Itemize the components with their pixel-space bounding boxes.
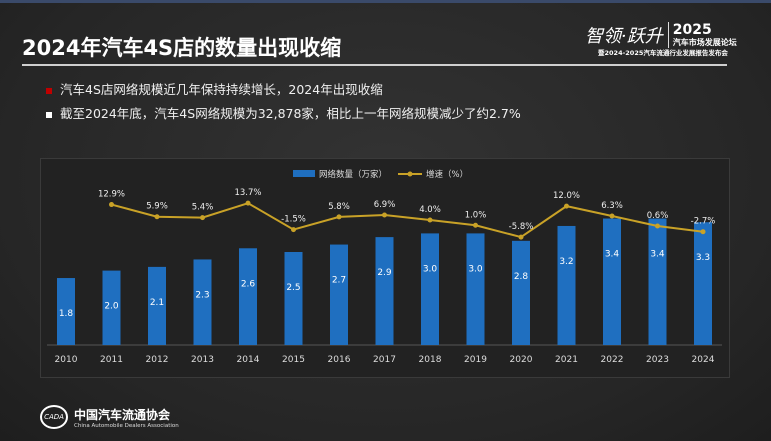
growth-point bbox=[518, 234, 524, 240]
x-tick-label: 2013 bbox=[191, 355, 214, 365]
growth-label: -1.5% bbox=[281, 215, 306, 225]
growth-point bbox=[109, 202, 114, 208]
logo-year: 2025 bbox=[672, 22, 712, 38]
bar-label: 2.0 bbox=[104, 302, 119, 312]
org-name-en: China Automobile Dealers Association bbox=[74, 422, 179, 429]
bar bbox=[193, 259, 212, 345]
legend-bar-swatch bbox=[293, 170, 315, 177]
x-tick-label: 2023 bbox=[646, 355, 669, 365]
bar bbox=[102, 270, 121, 345]
bar bbox=[148, 266, 166, 345]
bullet-2: 截至2024年底，汽车4S网络规模为32,878家，相比上一年网络规模减少了约2… bbox=[46, 103, 521, 122]
bar-label: 2.3 bbox=[195, 290, 209, 300]
org-name-cn: 中国汽车流通协会 bbox=[74, 407, 171, 422]
bar bbox=[284, 252, 303, 345]
growth-point bbox=[382, 212, 387, 218]
bullet-1: 汽车4S店网络规模近几年保持持续增长，2024年出现收缩 bbox=[46, 79, 383, 98]
growth-point bbox=[245, 200, 251, 206]
bullet-marker bbox=[46, 111, 52, 118]
growth-line bbox=[111, 202, 704, 239]
growth-point bbox=[473, 222, 478, 228]
x-tick-label: 2022 bbox=[601, 355, 624, 365]
x-tick-label: 2018 bbox=[419, 355, 442, 365]
growth-label: -5.8% bbox=[509, 222, 534, 232]
bullet-marker bbox=[46, 87, 52, 94]
x-tick-label: 2021 bbox=[555, 355, 578, 365]
bullet-text: 汽车4S店网络规模近几年保持持续增长，2024年出现收缩 bbox=[60, 82, 383, 97]
x-tick-label: 2015 bbox=[282, 355, 305, 365]
bar-label: 3.3 bbox=[696, 253, 710, 263]
footer-logo: CADA 中国汽车流通协会 China Automobile Dealers As… bbox=[40, 405, 179, 429]
bar-label: 2.1 bbox=[150, 298, 164, 308]
x-tick-label: 2016 bbox=[328, 355, 351, 365]
bar bbox=[330, 244, 348, 345]
growth-label: -2.7% bbox=[691, 217, 716, 227]
bar bbox=[375, 237, 394, 345]
x-tick-label: 2012 bbox=[146, 355, 169, 365]
bar-label: 3.0 bbox=[423, 264, 438, 274]
growth-point bbox=[427, 217, 433, 223]
growth-label: 12.9% bbox=[98, 190, 125, 200]
bar bbox=[466, 233, 485, 345]
top-border bbox=[0, 0, 771, 3]
bar bbox=[57, 278, 75, 345]
x-tick-label: 2011 bbox=[100, 355, 123, 365]
bar bbox=[239, 248, 257, 345]
growth-point bbox=[655, 223, 660, 229]
x-tick-label: 2010 bbox=[55, 355, 78, 365]
growth-point bbox=[336, 214, 342, 220]
bar bbox=[557, 225, 576, 345]
bullet-text: 截至2024年底，汽车4S网络规模为32,878家，相比上一年网络规模减少了约2… bbox=[60, 106, 521, 121]
bar-label: 3.2 bbox=[559, 257, 573, 267]
logo-calligraphy: 智领·跃升 bbox=[585, 22, 669, 48]
bar-label: 2.5 bbox=[286, 283, 300, 293]
page-title: 2024年汽车4S店的数量出现收缩 bbox=[22, 36, 342, 60]
logo-subtitle: 暨2024-2025汽车流通行业发展报告发布会 bbox=[598, 49, 728, 57]
growth-point bbox=[154, 214, 160, 220]
bar bbox=[512, 240, 530, 345]
legend-line-marker bbox=[407, 171, 413, 177]
bar-label: 3.0 bbox=[468, 264, 483, 274]
growth-label: 13.7% bbox=[234, 188, 261, 198]
logo-forum: 汽车市场发展论坛 bbox=[672, 38, 737, 47]
x-tick-label: 2020 bbox=[510, 355, 533, 365]
x-tick-label: 2017 bbox=[373, 355, 396, 365]
growth-label: 5.8% bbox=[328, 202, 350, 212]
bar bbox=[648, 218, 667, 345]
bar-label: 3.4 bbox=[605, 250, 620, 260]
title-divider bbox=[22, 64, 727, 66]
bar-label: 3.4 bbox=[650, 250, 665, 260]
bar bbox=[421, 233, 439, 345]
legend-bar-label: 网络数量（万家） bbox=[319, 169, 387, 180]
bar bbox=[694, 222, 712, 345]
cada-emblem-icon: CADA bbox=[40, 405, 68, 429]
bar-label: 2.8 bbox=[514, 272, 529, 282]
growth-label: 4.0% bbox=[419, 205, 441, 215]
growth-label: 1.0% bbox=[465, 210, 487, 220]
growth-label: 5.9% bbox=[146, 202, 168, 212]
legend-line-label: 增速（%） bbox=[426, 169, 468, 180]
x-tick-label: 2014 bbox=[237, 355, 260, 365]
growth-label: 6.3% bbox=[601, 201, 623, 211]
growth-point bbox=[291, 227, 296, 233]
bar-label: 2.7 bbox=[332, 276, 346, 286]
bar-label: 2.9 bbox=[377, 268, 392, 278]
growth-label: 12.0% bbox=[553, 191, 580, 201]
bar bbox=[603, 218, 621, 345]
growth-point bbox=[564, 203, 569, 209]
bar-label: 1.8 bbox=[59, 309, 74, 319]
x-tick-label: 2024 bbox=[692, 355, 715, 365]
x-tick-label: 2019 bbox=[464, 355, 487, 365]
growth-label: 6.9% bbox=[374, 200, 396, 210]
growth-point bbox=[200, 215, 205, 221]
event-logo: 智领·跃升 2025 汽车市场发展论坛 bbox=[585, 22, 737, 48]
growth-point bbox=[700, 229, 706, 235]
growth-point bbox=[609, 213, 615, 219]
bar-label: 2.6 bbox=[241, 279, 256, 289]
growth-label: 5.4% bbox=[192, 203, 214, 213]
growth-label: 0.6% bbox=[647, 211, 669, 221]
